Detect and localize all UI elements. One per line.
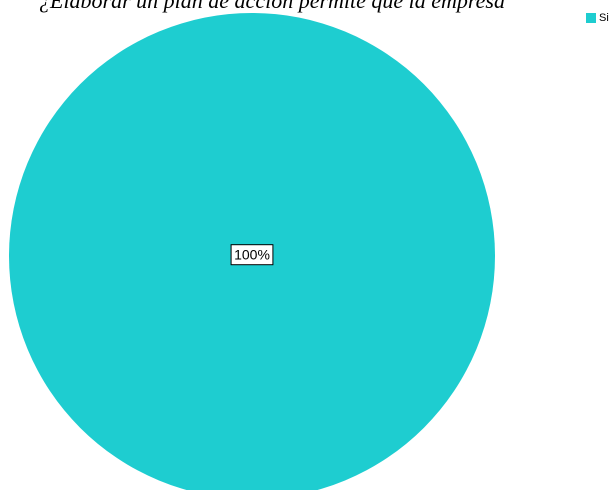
data-label-si: 100% bbox=[234, 247, 270, 263]
data-label-box bbox=[230, 244, 274, 266]
data-labels: 100% bbox=[230, 244, 274, 266]
legend-swatch-si bbox=[586, 13, 596, 23]
legend: Si bbox=[586, 12, 609, 24]
legend-label-si: Si bbox=[599, 12, 609, 24]
chart-title: ¿Elaborar un plan de acción permite que … bbox=[39, 0, 505, 13]
